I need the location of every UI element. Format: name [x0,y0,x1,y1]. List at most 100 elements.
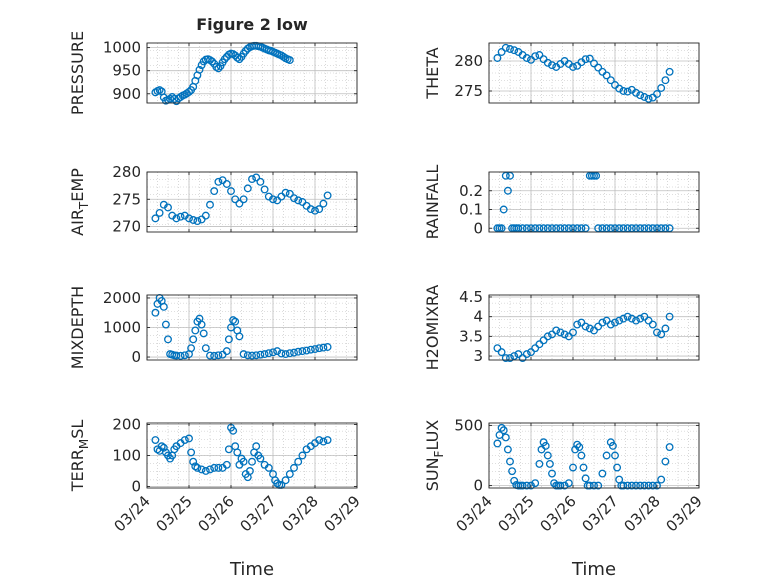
data-point [311,345,319,354]
data-point [210,463,219,472]
data-point [510,352,519,361]
data-point [619,314,628,323]
data-point [535,51,544,59]
data-point [585,481,594,490]
panel-terr-msl-y-label: TERRMSL [68,420,91,493]
data-point [206,351,214,360]
data-point [535,340,544,349]
data-point [222,347,231,356]
y-label-part: RAINFALL [423,165,442,240]
data-point [231,317,240,326]
data-point [185,214,193,223]
data-point [315,344,324,353]
panel-rainfall: 00.10.2 RAINFALL [423,165,700,240]
data-point [256,350,265,359]
data-point [661,457,670,466]
data-point [514,350,523,359]
data-point [201,344,210,353]
y-tick-label: 0 [473,477,483,495]
data-point [155,208,164,217]
data-point [541,441,550,450]
data-point [644,316,653,325]
data-point [315,205,324,214]
data-point [602,71,611,80]
data-point [497,48,506,56]
data-point [569,463,577,472]
data-point [585,54,594,63]
y-label-part: LUX [423,420,442,451]
data-point [214,351,223,360]
data-point [294,457,303,466]
data-point [243,184,252,193]
data-point [527,348,535,357]
data-point [248,457,256,466]
x-tick-label: 03/27 [237,492,280,535]
x-tick-label: 03/29 [321,492,364,535]
data-point [201,211,210,220]
data-point [539,336,548,345]
data-point [189,216,198,224]
data-point [527,481,535,490]
data-point [185,87,193,96]
data-point [613,463,622,472]
data-point [195,65,204,74]
data-point [581,55,590,64]
y-label-subscript: M [77,439,91,449]
data-point [648,481,657,490]
panel-pressure: 900 950 1000 PRESSURE [68,31,358,115]
panel-rainfall-y-label: RAINFALL [423,165,442,240]
x-tick-label: 03/26 [195,492,238,535]
panel-mixdepth: 0 1000 2000 MIXDEPTH [68,286,358,369]
panel-sun-flux-y-label: SUNFLUX [423,420,446,492]
data-point [608,441,617,450]
data-point [233,448,242,457]
data-point [199,329,208,338]
data-point [619,87,628,95]
y-tick-label: 0 [131,477,141,495]
data-point [611,451,619,460]
data-point [581,322,590,331]
data-point [224,335,233,344]
data-point [493,54,502,62]
data-point [191,462,200,471]
data-point [298,347,307,356]
y-tick-label: 900 [112,85,141,103]
data-point [235,199,244,208]
data-point [560,481,569,490]
data-point [657,84,666,92]
y-label-part: SUN [423,457,442,491]
data-point [151,436,160,444]
data-point [661,76,670,85]
panel-sun-flux-axes-box [488,422,700,489]
data-point [564,479,573,488]
data-point [531,344,540,353]
data-point [573,440,582,449]
y-label-subscript: F [432,450,446,457]
data-point [159,443,168,452]
data-point [545,459,554,468]
data-point [206,465,214,474]
y-tick-label: 280 [454,52,483,70]
data-point [285,470,294,479]
data-point [497,423,506,432]
data-point [180,436,189,444]
data-point [573,320,582,329]
data-point [661,324,670,333]
data-point [590,481,598,490]
data-point [164,335,172,344]
data-point [632,88,640,97]
panel-air-temp-y-label: AIRTEMP [68,168,91,236]
data-point [180,351,189,360]
data-point [543,332,552,341]
data-point [187,344,196,353]
data-point [185,434,193,443]
data-point [306,345,315,354]
data-point [239,457,248,466]
data-point [602,316,611,325]
y-tick-label: 200 [112,416,141,434]
data-point [648,320,657,329]
y-tick-label: 3 [473,347,483,365]
data-point [665,67,674,76]
data-point [201,467,210,475]
